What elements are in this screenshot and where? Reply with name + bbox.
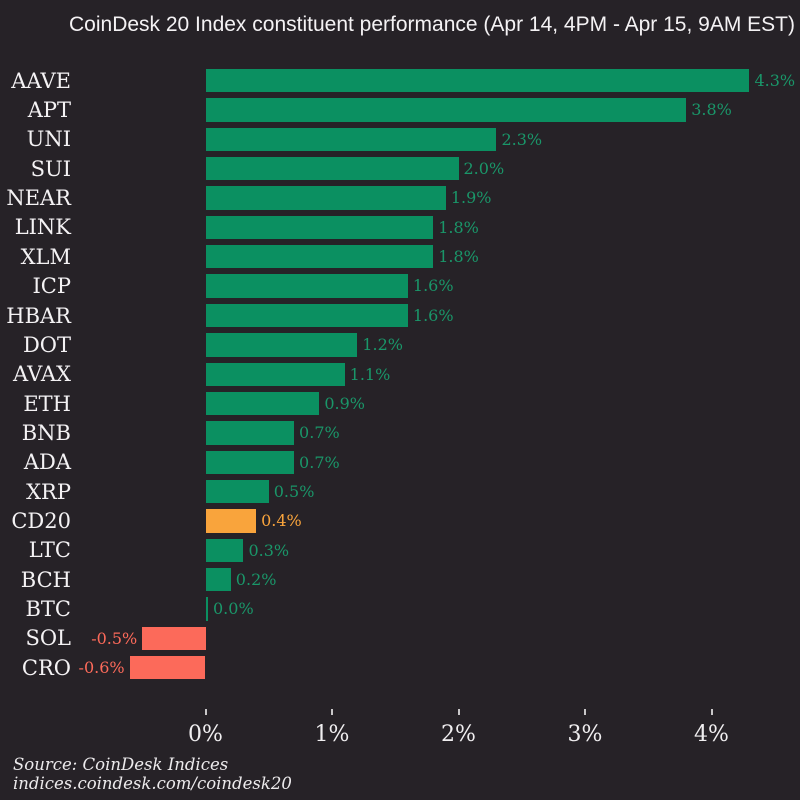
source-line-1: Source: CoinDesk Indices: [13, 755, 229, 774]
ticker-label-ltc: LTC: [28, 538, 71, 563]
x-tick-label-4%: 4%: [694, 722, 729, 747]
ticker-label-avax: AVAX: [13, 362, 71, 387]
bar-hbar: [205, 303, 408, 328]
value-label-ltc: 0.3%: [248, 540, 290, 560]
ticker-label-near: NEAR: [6, 186, 71, 211]
ticker-label-bch: BCH: [20, 567, 71, 592]
ticker-label-link: LINK: [14, 215, 71, 240]
source-line-2: indices.coindesk.com/coindesk20: [13, 774, 292, 793]
bar-link: [205, 215, 434, 240]
ticker-label-cd20: CD20: [11, 508, 71, 533]
bar-uni: [205, 127, 497, 152]
value-label-near: 1.9%: [450, 188, 492, 208]
ticker-label-sui: SUI: [30, 156, 71, 181]
bar-ltc: [205, 538, 244, 562]
ticker-label-apt: APT: [27, 98, 71, 123]
ticker-label-aave: AAVE: [11, 68, 71, 93]
value-label-ada: 0.7%: [299, 452, 340, 472]
x-tick-mark-0%: [204, 709, 207, 715]
x-tick-mark-2%: [457, 709, 460, 715]
ticker-label-eth: ETH: [23, 391, 71, 416]
x-tick-label-1%: 1%: [314, 722, 350, 747]
value-label-eth: 0.9%: [324, 393, 365, 413]
value-label-btc: 0.0%: [213, 599, 254, 619]
value-label-avax: 1.1%: [349, 364, 391, 384]
bar-aave: [205, 69, 750, 93]
bar-xrp: [205, 479, 269, 504]
value-label-xrp: 0.5%: [273, 481, 315, 501]
bar-ada: [205, 450, 295, 474]
ticker-label-uni: UNI: [26, 127, 71, 152]
value-label-sui: 2.0%: [463, 159, 505, 179]
bar-btc: [205, 597, 208, 621]
value-label-xlm: 1.8%: [438, 247, 479, 267]
value-label-icp: 1.6%: [412, 276, 454, 296]
bar-cd20: [205, 509, 257, 533]
value-label-apt: 3.8%: [691, 100, 732, 120]
value-label-link: 1.8%: [438, 217, 479, 237]
bar-bnb: [205, 421, 295, 445]
x-tick-mark-1%: [331, 709, 333, 715]
ticker-label-cro: CRO: [21, 655, 71, 680]
x-tick-label-2%: 2%: [441, 722, 476, 747]
ticker-label-ada: ADA: [23, 450, 71, 475]
value-label-cd20: 0.4%: [261, 511, 302, 531]
x-tick-mark-3%: [584, 709, 586, 715]
ticker-label-sol: SOL: [25, 626, 71, 651]
ticker-label-hbar: HBAR: [6, 303, 71, 328]
bar-icp: [205, 274, 408, 298]
value-label-uni: 2.3%: [501, 129, 543, 149]
value-label-bch: 0.2%: [235, 569, 277, 589]
value-label-dot: 1.2%: [362, 335, 403, 355]
bar-dot: [205, 333, 358, 357]
ticker-label-icp: ICP: [32, 274, 72, 299]
bar-avax: [205, 362, 345, 386]
value-label-cro: -0.6%: [78, 658, 125, 677]
x-tick-label-3%: 3%: [567, 722, 603, 747]
value-label-hbar: 1.6%: [412, 305, 454, 325]
value-label-sol: -0.5%: [91, 628, 138, 648]
ticker-label-dot: DOT: [22, 332, 71, 357]
chart-title: CoinDesk 20 Index constituent performanc…: [69, 13, 795, 36]
ticker-label-xrp: XRP: [26, 479, 71, 504]
ticker-label-btc: BTC: [25, 597, 71, 621]
bar-bch: [205, 567, 231, 592]
ticker-label-xlm: XLM: [20, 244, 71, 269]
x-tick-label-0%: 0%: [188, 722, 223, 747]
bar-xlm: [205, 245, 434, 269]
source-note: Source: CoinDesk Indices indices.coindes…: [13, 755, 292, 793]
value-label-bnb: 0.7%: [299, 423, 340, 443]
bar-eth: [205, 391, 320, 416]
bar-cro: [129, 656, 206, 680]
bar-sol: [142, 626, 206, 651]
value-label-aave: 4.3%: [754, 71, 796, 90]
bar-sui: [205, 157, 459, 181]
ticker-label-bnb: BNB: [21, 420, 71, 445]
bar-near: [205, 186, 446, 210]
x-tick-mark-4%: [710, 709, 713, 715]
bar-apt: [205, 98, 687, 122]
